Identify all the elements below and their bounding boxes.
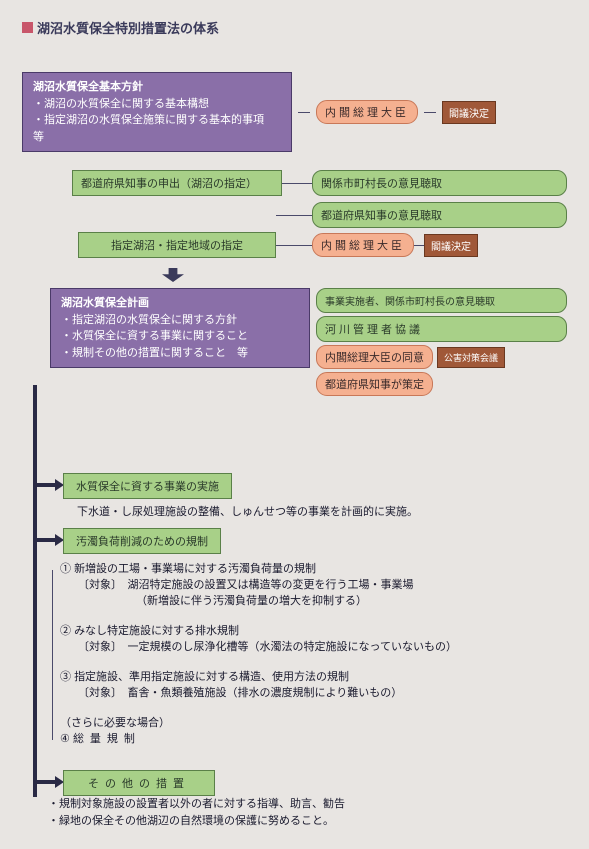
reg-title: 指定施設、準用指定施設に対する構造、使用方法の規制 — [74, 671, 349, 683]
reg-extra-title: 総量規制 — [73, 733, 141, 745]
branch-projects: 水質保全に資する事業の実施 下水道・し尿処理施設の整備、しゅんせつ等の事業を計画… — [63, 473, 418, 521]
flow-spine — [33, 385, 37, 795]
branch-line — [33, 780, 57, 784]
reg-detail: 〔対象〕 畜舎・魚類養殖施設（排水の濃度規制により難いもの） — [78, 684, 564, 700]
page-title: 湖沼水質保全特別措置法の体系 — [37, 18, 219, 37]
reg-detail: （新増設に伴う汚濁負荷量の増大を抑制する） — [136, 592, 564, 608]
branch-line — [33, 483, 57, 487]
title-square — [22, 22, 33, 33]
page-title-row: 湖沼水質保全特別措置法の体系 — [22, 18, 567, 37]
reg-item: ② みなし特定施設に対する排水規制 〔対象〕 一定規模のし尿浄化槽等（水濁法の特… — [60, 622, 564, 654]
governor-enacts-badge: 都道府県知事が策定 — [316, 372, 433, 396]
connector-line — [424, 112, 436, 113]
reg-item: ① 新増設の工場・事業場に対する汚濁負荷量の規制 〔対象〕 湖沼特定施設の設置又… — [60, 560, 564, 608]
arrow-down-icon — [162, 268, 184, 282]
municipal-opinion-box: 関係市町村長の意見聴取 — [312, 170, 567, 196]
reg-detail: 〔対象〕 湖沼特定施設の設置又は構造等の変更を行う工場・事業場 — [78, 576, 564, 592]
footer-line: ・緑地の保全その他湖辺の自然環境の保護に努めること。 — [48, 813, 564, 830]
basic-policy-heading: 湖沼水質保全基本方針 — [33, 79, 281, 96]
reg-num: ④ — [60, 733, 70, 745]
governor-proposal-box: 都道府県知事の申出（湖沼の指定） — [72, 170, 282, 196]
pm-consent-badge: 内閣総理大臣の同意 — [316, 345, 433, 369]
reg-num: ② — [60, 625, 71, 637]
pm-badge: 内閣総理大臣 — [312, 233, 414, 257]
connector-line — [276, 215, 312, 216]
reg-extra-label: （さらに必要な場合） — [60, 714, 564, 730]
cabinet-decision-badge: 閣議決定 — [442, 101, 496, 124]
conservation-plan-line: ・規制その他の措置に関すること 等 — [61, 345, 299, 362]
spine-end — [33, 793, 37, 797]
reg-item: ③ 指定施設、準用指定施設に対する構造、使用方法の規制 〔対象〕 畜舎・魚類養殖… — [60, 668, 564, 700]
reg-title: みなし特定施設に対する排水規制 — [74, 625, 239, 637]
reg-extra: （さらに必要な場合） ④ 総量規制 — [60, 714, 564, 746]
section-designation: 都道府県知事の意見聴取 指定湖沼・指定地域の指定 内閣総理大臣 閣議決定 — [78, 202, 567, 258]
conservation-plan-heading: 湖沼水質保全計画 — [61, 295, 299, 312]
reg-guide-line — [52, 570, 53, 740]
branch-line — [33, 538, 57, 542]
conservation-plan-box: 湖沼水質保全計画 ・指定湖沼の水質保全に関する方針 ・水質保全に資する事業に関す… — [50, 288, 310, 368]
section-governor-proposal: 都道府県知事の申出（湖沼の指定） 関係市町村長の意見聴取 — [72, 170, 567, 196]
projects-head: 水質保全に資する事業の実施 — [63, 473, 232, 499]
reg-title: 新増設の工場・事業場に対する汚濁負荷量の規制 — [74, 563, 316, 575]
connector-line — [298, 112, 310, 113]
reg-detail: 〔対象〕 一定規模のし尿浄化槽等（水濁法の特定施設になっていないもの） — [78, 638, 564, 654]
regulations-list: ① 新増設の工場・事業場に対する汚濁負荷量の規制 〔対象〕 湖沼特定施設の設置又… — [60, 560, 564, 746]
connector-line — [414, 245, 424, 246]
basic-policy-box: 湖沼水質保全基本方針 ・湖沼の水質保全に関する基本構想 ・指定湖沼の水質保全施策… — [22, 72, 292, 152]
other-head: その他の措置 — [63, 770, 215, 796]
pm-badge: 内閣総理大臣 — [316, 100, 418, 124]
cabinet-decision-badge: 閣議決定 — [424, 234, 478, 257]
projects-text: 下水道・し尿処理施設の整備、しゅんせつ等の事業を計画的に実施。 — [77, 504, 418, 521]
designation-box: 指定湖沼・指定地域の指定 — [78, 232, 276, 258]
pollution-council-badge: 公害対策会議 — [437, 347, 505, 368]
reg-num: ③ — [60, 671, 71, 683]
prefecture-opinion-box: 都道府県知事の意見聴取 — [312, 202, 567, 228]
section-basic-policy: 湖沼水質保全基本方針 ・湖沼の水質保全に関する基本構想 ・指定湖沼の水質保全施策… — [22, 72, 567, 152]
regulations-head: 汚濁負荷削減のための規制 — [63, 528, 221, 554]
branch-regulations: 汚濁負荷削減のための規制 — [63, 528, 221, 554]
footer-line: ・規制対象施設の設置者以外の者に対する指導、助言、勧告 — [48, 796, 564, 813]
footer-notes: ・規制対象施設の設置者以外の者に対する指導、助言、勧告 ・緑地の保全その他湖辺の… — [48, 796, 564, 830]
branch-other: その他の措置 — [63, 770, 215, 796]
reg-num: ① — [60, 563, 71, 575]
river-admin-box: 河川管理者協議 — [316, 316, 567, 342]
connector-line — [282, 183, 312, 184]
conservation-plan-line: ・水質保全に資する事業に関すること — [61, 328, 299, 345]
connector-line — [276, 245, 312, 246]
basic-policy-line: ・指定湖沼の水質保全施策に関する基本的事項 等 — [33, 112, 281, 145]
basic-policy-line: ・湖沼の水質保全に関する基本構想 — [33, 96, 281, 113]
section-conservation-plan: 湖沼水質保全計画 ・指定湖沼の水質保全に関する方針 ・水質保全に資する事業に関す… — [50, 288, 567, 396]
conservation-plan-line: ・指定湖沼の水質保全に関する方針 — [61, 312, 299, 329]
implementer-opinion-box: 事業実施者、関係市町村長の意見聴取 — [316, 288, 567, 313]
